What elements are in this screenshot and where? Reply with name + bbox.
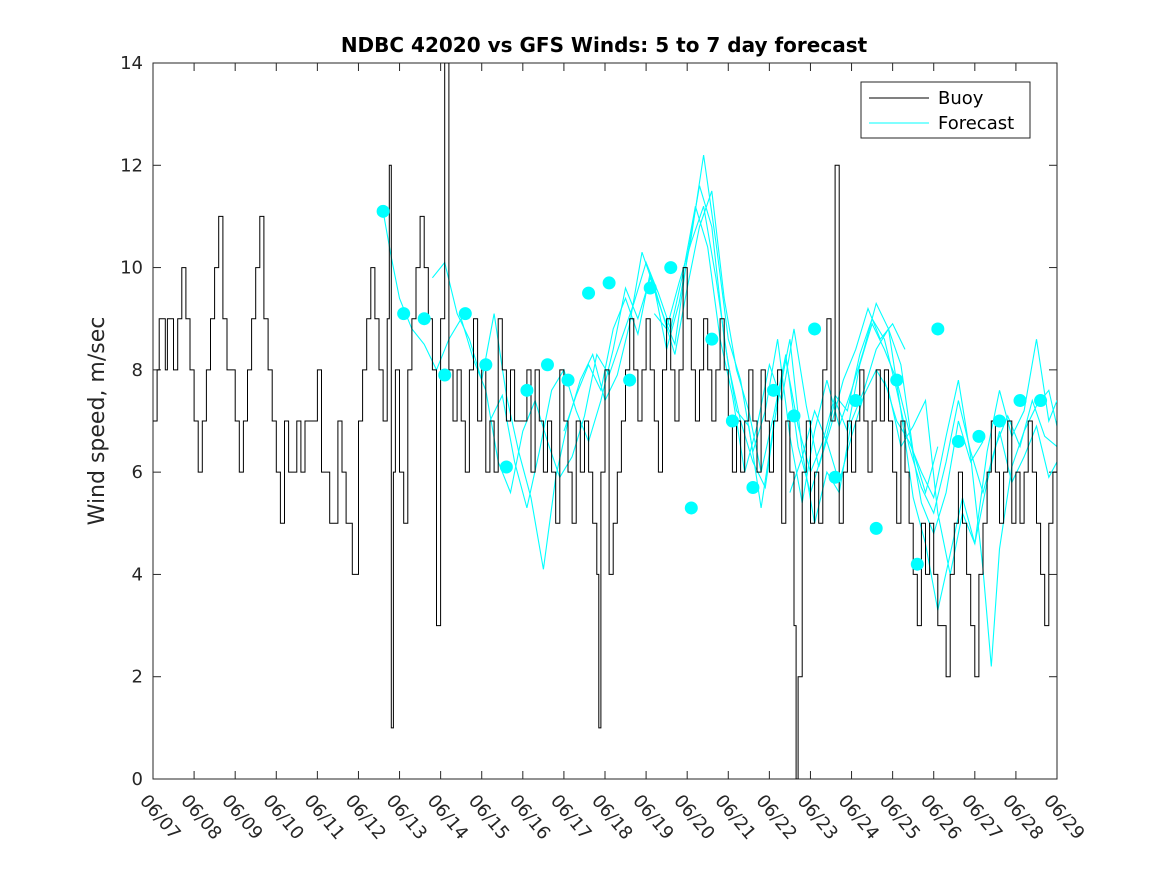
legend-box bbox=[860, 81, 1031, 139]
forecast-marker bbox=[438, 368, 452, 382]
forecast-marker bbox=[664, 261, 678, 275]
forecast-marker bbox=[828, 470, 842, 484]
forecast-marker bbox=[582, 286, 596, 300]
forecast-marker bbox=[992, 414, 1006, 428]
forecast-marker bbox=[787, 409, 801, 423]
legend-label-buoy: Buoy bbox=[938, 88, 984, 109]
forecast-line bbox=[789, 339, 1057, 575]
y-tick-label: 8 bbox=[132, 360, 143, 381]
forecast-marker bbox=[540, 358, 554, 372]
y-tick-label: 6 bbox=[132, 462, 143, 483]
forecast-marker bbox=[931, 322, 945, 336]
forecast-marker bbox=[951, 434, 965, 448]
y-tick-label: 0 bbox=[132, 769, 143, 790]
forecast-marker bbox=[869, 521, 883, 535]
forecast-marker bbox=[417, 312, 431, 326]
chart-title: NDBC 42020 vs GFS Winds: 5 to 7 day fore… bbox=[341, 33, 868, 57]
forecast-marker bbox=[1013, 394, 1027, 408]
forecast-marker bbox=[746, 480, 760, 494]
y-axis-label: Wind speed, m/sec bbox=[85, 317, 110, 526]
forecast-marker bbox=[1034, 394, 1048, 408]
forecast-marker bbox=[397, 307, 411, 321]
forecast-marker bbox=[890, 373, 904, 387]
forecast-marker bbox=[499, 460, 513, 474]
forecast-marker bbox=[602, 276, 616, 290]
forecast-marker bbox=[376, 204, 390, 218]
forecast-marker bbox=[808, 322, 822, 336]
y-tick-label: 4 bbox=[132, 564, 143, 585]
y-tick-label: 12 bbox=[120, 155, 143, 176]
forecast-marker bbox=[705, 332, 719, 346]
forecast-marker bbox=[725, 414, 739, 428]
forecast-marker bbox=[910, 557, 924, 571]
forecast-marker bbox=[479, 358, 493, 372]
y-tick-label: 14 bbox=[120, 53, 143, 74]
buoy-line bbox=[153, 63, 1057, 779]
forecast-marker bbox=[766, 383, 780, 397]
data-layer bbox=[153, 63, 1057, 779]
forecast-line bbox=[489, 190, 984, 536]
forecast-marker bbox=[684, 501, 698, 515]
legend-label-forecast: Forecast bbox=[938, 113, 1014, 134]
forecast-marker bbox=[561, 373, 575, 387]
y-tick-label: 10 bbox=[120, 258, 143, 279]
forecast-marker bbox=[623, 373, 637, 387]
legend: Buoy Forecast bbox=[860, 81, 1031, 139]
forecast-marker bbox=[972, 429, 986, 443]
forecast-marker bbox=[458, 307, 472, 321]
y-tick-label: 2 bbox=[132, 667, 143, 688]
forecast-marker bbox=[643, 281, 657, 295]
forecast-line bbox=[883, 379, 1057, 667]
forecast-marker bbox=[520, 383, 534, 397]
forecast-marker bbox=[849, 394, 863, 408]
